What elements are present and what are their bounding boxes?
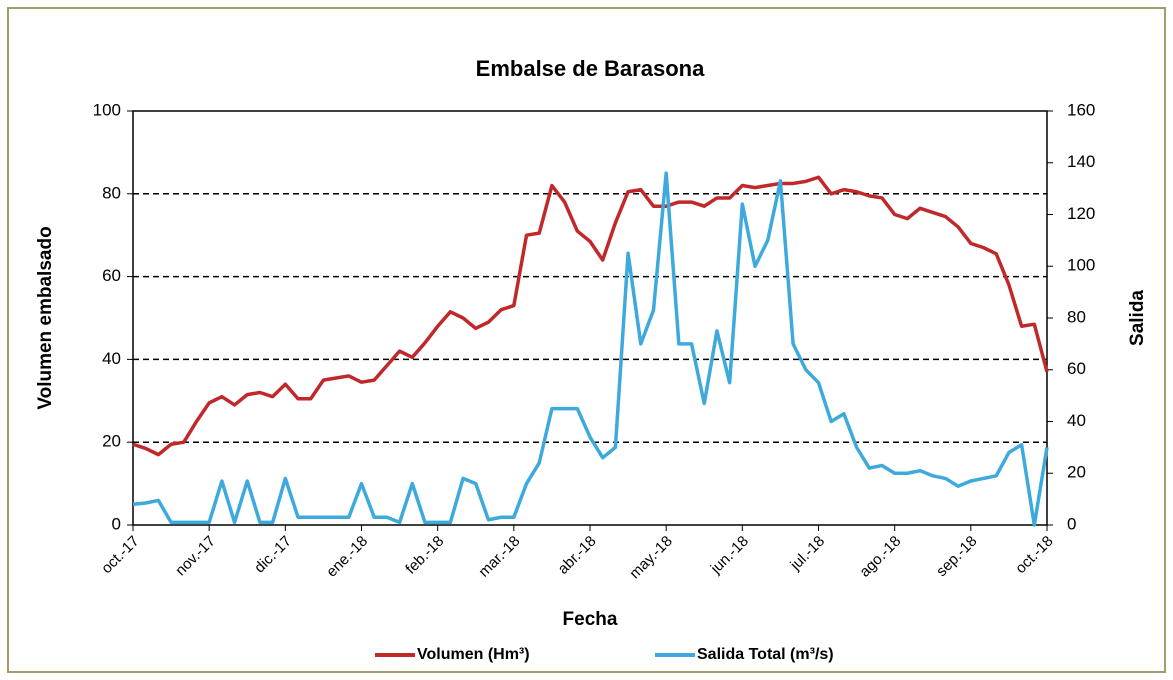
y2-tick-label: 60 xyxy=(1067,359,1086,378)
y2-tick-label: 80 xyxy=(1067,307,1086,326)
y-tick-label: 20 xyxy=(102,432,121,451)
y2-tick-label: 0 xyxy=(1067,514,1076,533)
y-axis-label: Volumen embalsado xyxy=(35,226,56,409)
y2-tick-label: 100 xyxy=(1067,256,1095,275)
y2-tick-label: 20 xyxy=(1067,463,1086,482)
y2-tick-label: 140 xyxy=(1067,152,1095,171)
y2-axis-label: Salida xyxy=(1127,290,1148,346)
y-tick-label: 80 xyxy=(102,183,121,202)
chart-title: Embalse de Barasona xyxy=(476,56,705,81)
legend-label: Salida Total (m³/s) xyxy=(697,646,834,663)
chart-border xyxy=(7,7,1166,673)
y2-tick-label: 160 xyxy=(1067,100,1095,119)
y2-tick-label: 120 xyxy=(1067,204,1095,223)
x-axis-label: Fecha xyxy=(563,609,618,630)
y2-tick-label: 40 xyxy=(1067,411,1086,430)
y-tick-label: 60 xyxy=(102,266,121,285)
series-line xyxy=(132,175,1049,457)
y-tick-label: 100 xyxy=(93,100,121,119)
y-tick-label: 40 xyxy=(102,349,121,368)
series-line xyxy=(132,171,1049,527)
legend-label: Volumen (Hm³) xyxy=(417,646,530,663)
y-tick-label: 0 xyxy=(112,514,121,533)
